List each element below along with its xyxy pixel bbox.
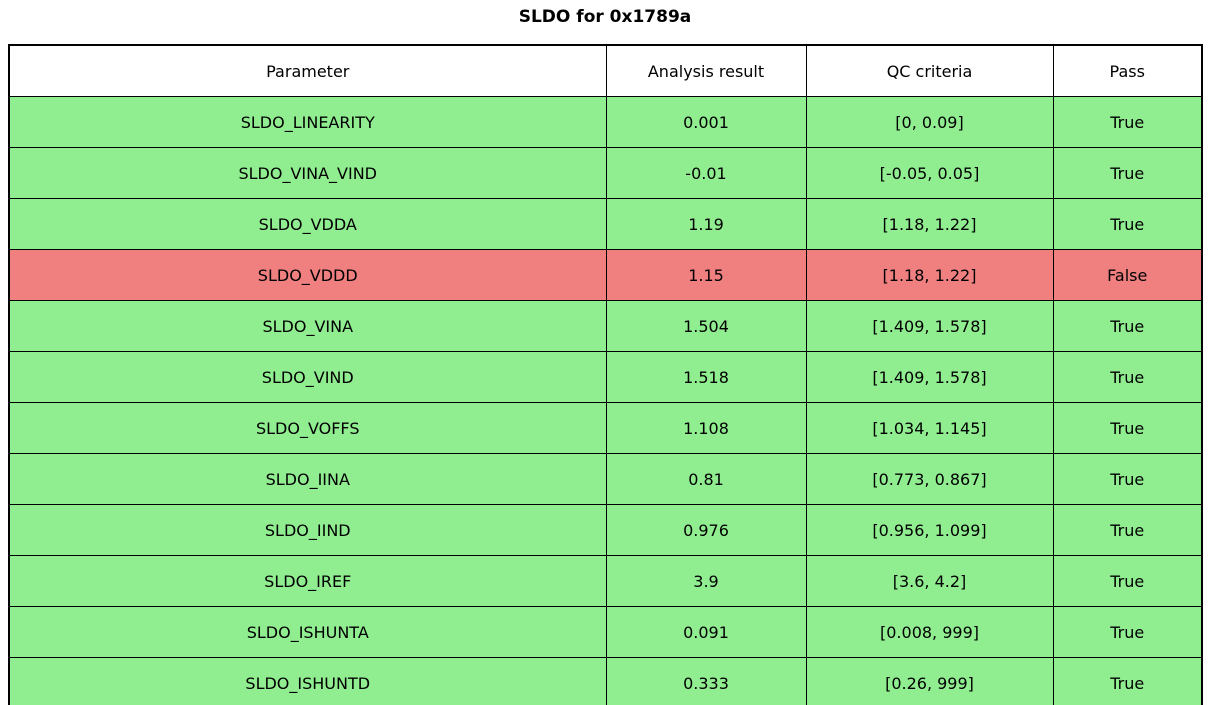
cell-pass: True: [1052, 555, 1203, 607]
cell-parameter: SLDO_VOFFS: [8, 402, 607, 454]
column-header-analysis-result: Analysis result: [605, 44, 807, 97]
cell-result: 3.9: [605, 555, 807, 607]
cell-criteria: [1.409, 1.578]: [805, 300, 1054, 352]
header-row: Parameter Analysis result QC criteria Pa…: [8, 44, 1203, 97]
cell-result: 0.091: [605, 606, 807, 658]
cell-pass: True: [1052, 147, 1203, 199]
cell-result: 0.976: [605, 504, 807, 556]
table-row: SLDO_VDDA 1.19 [1.18, 1.22] True: [8, 198, 1203, 250]
cell-criteria: [0.956, 1.099]: [805, 504, 1054, 556]
table-row: SLDO_ISHUNTD 0.333 [0.26, 999] True: [8, 657, 1203, 705]
cell-criteria: [0.008, 999]: [805, 606, 1054, 658]
page-title: SLDO for 0x1789a: [518, 7, 692, 27]
qc-table-body: SLDO_LINEARITY 0.001 [0, 0.09] True SLDO_VIN…: [8, 96, 1203, 705]
table-row: SLDO_VIND 1.518 [1.409, 1.578] True: [8, 351, 1203, 403]
cell-parameter: SLDO_IIND: [8, 504, 607, 556]
cell-parameter: SLDO_VDDD: [8, 249, 607, 301]
table-row: SLDO_LINEARITY 0.001 [0, 0.09] True: [8, 96, 1203, 148]
cell-result: 1.15: [605, 249, 807, 301]
column-header-pass: Pass: [1052, 44, 1203, 97]
table-row: SLDO_IREF 3.9 [3.6, 4.2] True: [8, 555, 1203, 607]
cell-pass: True: [1052, 657, 1203, 705]
cell-parameter: SLDO_IINA: [8, 453, 607, 505]
cell-pass: True: [1052, 402, 1203, 454]
column-header-qc-criteria: QC criteria: [805, 44, 1054, 97]
cell-pass: True: [1052, 300, 1203, 352]
table-row: SLDO_VINA_VIND -0.01 [-0.05, 0.05] True: [8, 147, 1203, 199]
table-row: SLDO_ISHUNTA 0.091 [0.008, 999] True: [8, 606, 1203, 658]
cell-pass: True: [1052, 351, 1203, 403]
cell-criteria: [0.26, 999]: [805, 657, 1054, 705]
table-row: SLDO_IIND 0.976 [0.956, 1.099] True: [8, 504, 1203, 556]
table-row: SLDO_VINA 1.504 [1.409, 1.578] True: [8, 300, 1203, 352]
cell-criteria: [1.034, 1.145]: [805, 402, 1054, 454]
cell-criteria: [1.18, 1.22]: [805, 249, 1054, 301]
cell-result: 0.333: [605, 657, 807, 705]
cell-result: 0.81: [605, 453, 807, 505]
cell-result: 1.19: [605, 198, 807, 250]
cell-result: 1.504: [605, 300, 807, 352]
cell-criteria: [1.18, 1.22]: [805, 198, 1054, 250]
cell-parameter: SLDO_ISHUNTA: [8, 606, 607, 658]
cell-parameter: SLDO_IREF: [8, 555, 607, 607]
cell-parameter: SLDO_VDDA: [8, 198, 607, 250]
cell-parameter: SLDO_VIND: [8, 351, 607, 403]
cell-criteria: [0, 0.09]: [805, 96, 1054, 148]
qc-results-table: Parameter Analysis result QC criteria Pa…: [8, 44, 1203, 705]
cell-pass: True: [1052, 453, 1203, 505]
cell-result: -0.01: [605, 147, 807, 199]
cell-parameter: SLDO_ISHUNTD: [8, 657, 607, 705]
cell-criteria: [3.6, 4.2]: [805, 555, 1054, 607]
cell-pass: True: [1052, 606, 1203, 658]
column-header-parameter: Parameter: [8, 44, 607, 97]
cell-result: 0.001: [605, 96, 807, 148]
cell-pass: True: [1052, 198, 1203, 250]
cell-criteria: [1.409, 1.578]: [805, 351, 1054, 403]
cell-result: 1.518: [605, 351, 807, 403]
table-row: SLDO_IINA 0.81 [0.773, 0.867] True: [8, 453, 1203, 505]
cell-pass: True: [1052, 96, 1203, 148]
cell-pass: False: [1052, 249, 1203, 301]
cell-criteria: [0.773, 0.867]: [805, 453, 1054, 505]
table-row: SLDO_VDDD 1.15 [1.18, 1.22] False: [8, 249, 1203, 301]
cell-parameter: SLDO_VINA_VIND: [8, 147, 607, 199]
cell-parameter: SLDO_VINA: [8, 300, 607, 352]
cell-criteria: [-0.05, 0.05]: [805, 147, 1054, 199]
table-row: SLDO_VOFFS 1.108 [1.034, 1.145] True: [8, 402, 1203, 454]
cell-result: 1.108: [605, 402, 807, 454]
cell-parameter: SLDO_LINEARITY: [8, 96, 607, 148]
cell-pass: True: [1052, 504, 1203, 556]
